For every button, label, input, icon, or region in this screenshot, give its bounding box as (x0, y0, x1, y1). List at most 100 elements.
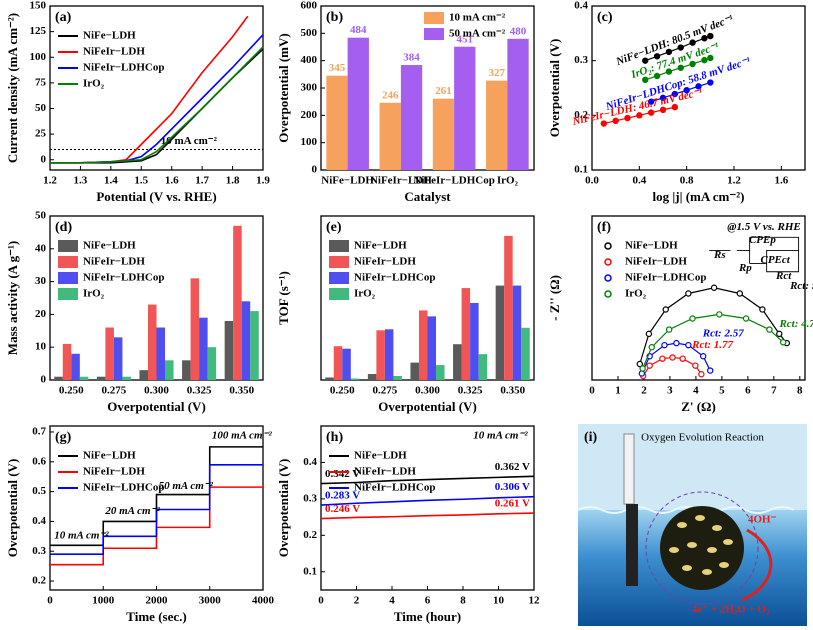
bar (224, 320, 234, 380)
y-tick-label: 0.4 (574, 0, 588, 12)
x-tick-label: NiFeIr−LDH (370, 175, 432, 187)
legend-label: NiFeIr−LDHCop (354, 482, 435, 494)
x-tick-label: 0.275 (373, 385, 398, 397)
y-axis-label: Overpotential (V) (276, 459, 291, 558)
x-tick-label: 1.3 (74, 175, 88, 187)
y-tick-label: 0 (41, 153, 47, 165)
point (701, 56, 708, 64)
point (779, 339, 787, 346)
legend-label: 50 mA cm⁻² (449, 28, 506, 40)
y-tick-label: 200 (301, 109, 318, 121)
y-axis-label: Overpotential (V) (547, 39, 562, 138)
panel-label: (i) (584, 430, 598, 445)
x-tick-label: 3000 (199, 595, 222, 607)
point (707, 32, 714, 40)
x-tick-label: 1.6 (774, 175, 788, 187)
data-label: 345 (329, 62, 346, 74)
panel-label: (e) (326, 220, 342, 235)
y-tick-label: 40 (35, 242, 47, 254)
legend-swatch (604, 258, 612, 266)
bar (113, 337, 123, 380)
point (699, 353, 707, 360)
bar (233, 225, 242, 380)
point (742, 315, 750, 322)
point (665, 68, 673, 75)
bar (512, 285, 522, 380)
point (776, 330, 783, 338)
annotation: 20 mA cm⁻² (104, 505, 160, 517)
y-tick-label: 0.5 (32, 485, 46, 497)
legend-swatch (58, 256, 78, 268)
bar (453, 344, 462, 380)
series-line (320, 512, 535, 520)
annotation: Rct: 2.57 (702, 328, 744, 340)
plot-frame (49, 5, 264, 171)
point (698, 371, 705, 378)
x-axis-label: Overpotential (V) (378, 399, 477, 414)
legend-label: NiFeIr−LDH (83, 46, 145, 58)
x-tick-label: 8 (460, 595, 466, 607)
series-line (320, 475, 535, 485)
legend-label: NiFe−LDH (83, 240, 136, 252)
bar (461, 288, 471, 380)
panel: 0.2 0.3 0.4 0.5 0.6 0.7 0 1000 2000 3000 4000 Time … (5, 425, 275, 624)
nanosheet (669, 547, 679, 553)
annotation: 10 mA cm⁻² (473, 429, 528, 441)
bar (350, 378, 360, 380)
x-tick-label: 0.325 (458, 385, 483, 397)
x-tick-label: NiFe−LDH (321, 175, 374, 187)
bar (326, 75, 348, 170)
x-axis-label: Time (sec.) (126, 609, 186, 624)
bar (156, 327, 166, 380)
legend-label: NiFe−LDH (83, 30, 136, 42)
legend-label: NiFe−LDH (354, 240, 407, 252)
x-tick-label: 2 (641, 385, 647, 397)
y-tick-label: 50 (35, 102, 47, 114)
point (662, 306, 669, 313)
panel: 0 1 2 3 4 5 6 7 8 Z' (Ω) - Z'' (Ω) (f) NiFe−LDH NiFeI… (547, 215, 813, 414)
annotation: Rct: 4.78 (778, 318, 813, 330)
x-tick-label: 1.2 (43, 175, 57, 187)
data-label: 0.246 V (325, 503, 360, 515)
point (647, 98, 655, 105)
x-tick-label: 7 (771, 385, 777, 397)
bar (147, 304, 157, 380)
legend-swatch (604, 290, 612, 298)
point (683, 86, 690, 94)
x-axis-label: Time (hour) (394, 609, 461, 624)
point (706, 367, 714, 374)
legend-label: NiFeIr−LDH (354, 256, 416, 268)
y-tick-label: 20 (35, 308, 47, 320)
legend-label: NiFeIr−LDH (354, 466, 416, 478)
legend-swatch (604, 242, 612, 250)
bar (367, 374, 377, 380)
bar (454, 46, 476, 170)
x-tick-label: 0.325 (187, 385, 212, 397)
legend-swatch (424, 28, 444, 40)
x-tick-label: IrO₂ (497, 175, 519, 187)
diagram-title: Oxygen Evolution Reaction (641, 432, 764, 444)
x-tick-label: 0.350 (229, 385, 254, 397)
y-tick-label: 0.1 (303, 565, 317, 577)
point (600, 120, 608, 127)
point (736, 290, 744, 297)
x-tick-label: 1.5 (134, 175, 148, 187)
legend-swatch (329, 272, 349, 284)
point (646, 362, 653, 369)
y-tick-label: 0.1 (574, 164, 588, 176)
y-tick-label: 0.7 (32, 425, 46, 437)
point (695, 83, 702, 90)
x-tick-label: 3 (667, 385, 673, 397)
electrode-holder (623, 433, 635, 505)
legend-label: NiFeIr−LDH (83, 466, 145, 478)
annotation: 4e⁻ + 2H₂O + O₂ (692, 604, 770, 616)
bar (470, 302, 479, 380)
panel: (i) Oxygen Evolution Reaction 4OH⁻ 4e⁻ + 2H… (577, 424, 807, 626)
reference-label: 10 mA cm⁻² (161, 135, 218, 147)
bar (250, 311, 259, 380)
point (642, 76, 649, 84)
series-line (50, 15, 249, 164)
x-tick-label: 0.8 (680, 175, 694, 187)
data-label: 484 (350, 24, 367, 36)
legend-swatch (329, 256, 349, 268)
